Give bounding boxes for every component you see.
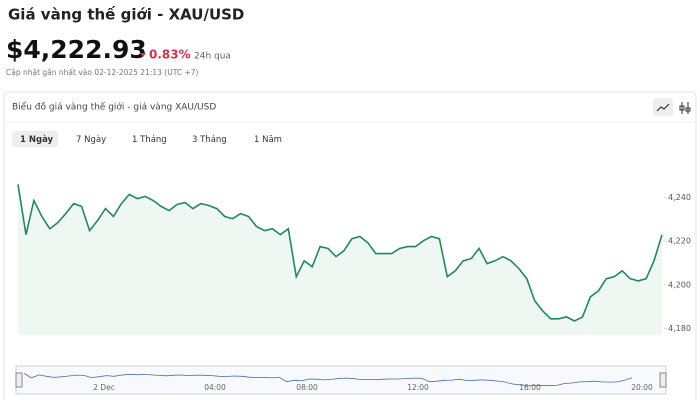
navigator-content: 2 Dec 04:00 08:00 12:00 16:00 20:00 (15, 372, 667, 392)
navigator-label: 12:00 (407, 383, 429, 392)
candle-view-button[interactable] (679, 102, 691, 114)
navigator-label: 16:00 (519, 383, 541, 392)
navigator-label: 08:00 (296, 383, 318, 392)
tab-active-bg (12, 131, 58, 147)
navigator-handle-left[interactable] (15, 372, 23, 388)
tab[interactable]: 1 Ngày (20, 135, 54, 145)
plot: 4,180 4,200 4,220 4,240 (17, 184, 691, 335)
tabs: 1 Ngày 7 Ngày 1 Tháng 3 Tháng 1 Năm (12, 131, 282, 147)
area (18, 184, 662, 335)
tab[interactable]: 1 Tháng (132, 135, 167, 145)
y-tick-label: 4,220 (668, 237, 691, 246)
y-tick-label: 4,180 (668, 324, 691, 333)
price-change: 0.83% (149, 48, 191, 62)
tab[interactable]: 7 Ngày (76, 135, 106, 145)
change-period: 24h qua (194, 52, 231, 62)
price: $4,222.93 (6, 35, 147, 64)
chart-card (3, 91, 697, 404)
down-arrow (140, 53, 146, 57)
page-title: Giá vàng thế giới - XAU/USD (8, 5, 244, 24)
tab[interactable]: 3 Tháng (192, 135, 227, 145)
navigator-handle-right[interactable] (659, 372, 667, 388)
navigator-label: 20:00 (631, 383, 653, 392)
y-tick-label: 4,200 (668, 280, 691, 289)
navigator-label: 2 Dec (93, 383, 115, 392)
line-view-button[interactable] (653, 98, 673, 116)
y-tick-label: 4,240 (668, 193, 691, 202)
line (17, 184, 663, 322)
tab[interactable]: 1 Năm (254, 135, 282, 145)
navigator-label: 04:00 (204, 383, 226, 392)
update-time: Cập nhật gần nhất vào 02-12-2025 21:13 (… (6, 68, 199, 77)
navigator-line (23, 373, 633, 387)
line-icon (656, 103, 670, 112)
card-title: Biểu đồ giá vàng thế giới - giá vàng XAU… (12, 102, 216, 113)
